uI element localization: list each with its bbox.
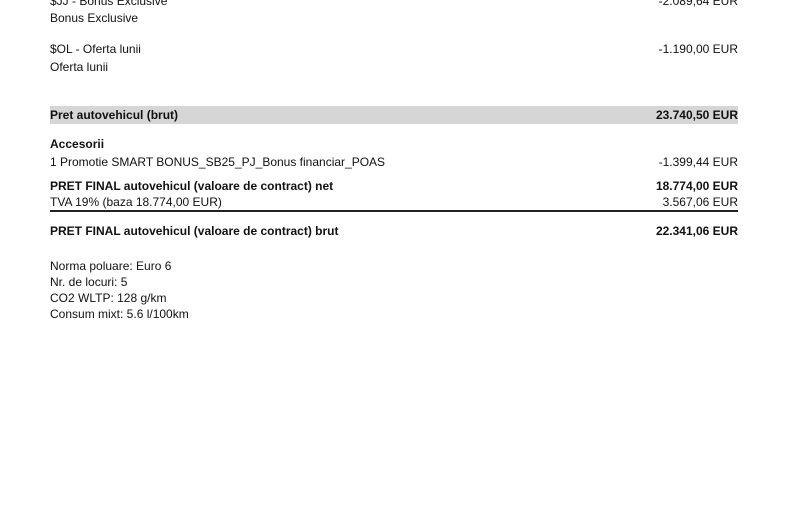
accessories-heading: Accesorii <box>50 137 105 151</box>
discount-row: $JJ - Bonus Exclusive -2.089,64 EUR <box>50 0 738 9</box>
discount-description-row: Bonus Exclusive <box>50 10 738 26</box>
discount-description: Bonus Exclusive <box>50 11 139 25</box>
gross-vehicle-price-amount: 23.740,50 EUR <box>655 108 738 122</box>
total-divider <box>50 210 738 212</box>
spec-pollution-norm: Norma poluare: Euro 6 <box>50 259 172 273</box>
gross-vehicle-price-row: Pret autovehicul (brut) 23.740,50 EUR <box>50 106 738 124</box>
vat-label: TVA 19% (baza 18.774,00 EUR) <box>50 195 222 209</box>
discount-amount: -2.089,64 EUR <box>658 0 738 8</box>
gross-vehicle-price-label: Pret autovehicul (brut) <box>50 108 179 122</box>
spec-seats: Nr. de locuri: 5 <box>50 275 128 289</box>
spec-line: CO2 WLTP: 128 g/km <box>50 290 738 306</box>
final-net-amount: 18.774,00 EUR <box>655 179 738 193</box>
discount-code: $OL - Oferta lunii <box>50 42 141 56</box>
final-gross-label: PRET FINAL autovehicul (valoare de contr… <box>50 224 339 238</box>
vat-amount: 3.567,06 EUR <box>662 195 738 209</box>
accessory-row: 1 Promotie SMART BONUS_SB25_PJ_Bonus fin… <box>50 154 738 170</box>
discount-description-row: Oferta lunii <box>50 59 738 75</box>
discount-description: Oferta lunii <box>50 60 109 74</box>
discount-code: $JJ - Bonus Exclusive <box>50 0 168 8</box>
final-net-label: PRET FINAL autovehicul (valoare de contr… <box>50 179 334 193</box>
discount-row: $OL - Oferta lunii -1.190,00 EUR <box>50 41 738 57</box>
discount-amount: -1.190,00 EUR <box>658 42 738 56</box>
accessory-amount: -1.399,44 EUR <box>658 155 738 169</box>
accessory-label: 1 Promotie SMART BONUS_SB25_PJ_Bonus fin… <box>50 155 386 169</box>
spec-consumption: Consum mixt: 5.6 l/100km <box>50 307 189 321</box>
spec-line: Norma poluare: Euro 6 <box>50 258 738 274</box>
spec-co2: CO2 WLTP: 128 g/km <box>50 291 167 305</box>
final-gross-row: PRET FINAL autovehicul (valoare de contr… <box>50 223 738 239</box>
final-net-row: PRET FINAL autovehicul (valoare de contr… <box>50 178 738 194</box>
spec-line: Consum mixt: 5.6 l/100km <box>50 306 738 322</box>
spec-line: Nr. de locuri: 5 <box>50 274 738 290</box>
accessories-heading-row: Accesorii <box>50 136 738 152</box>
final-gross-amount: 22.341,06 EUR <box>655 224 738 238</box>
vat-row: TVA 19% (baza 18.774,00 EUR) 3.567,06 EU… <box>50 194 738 210</box>
